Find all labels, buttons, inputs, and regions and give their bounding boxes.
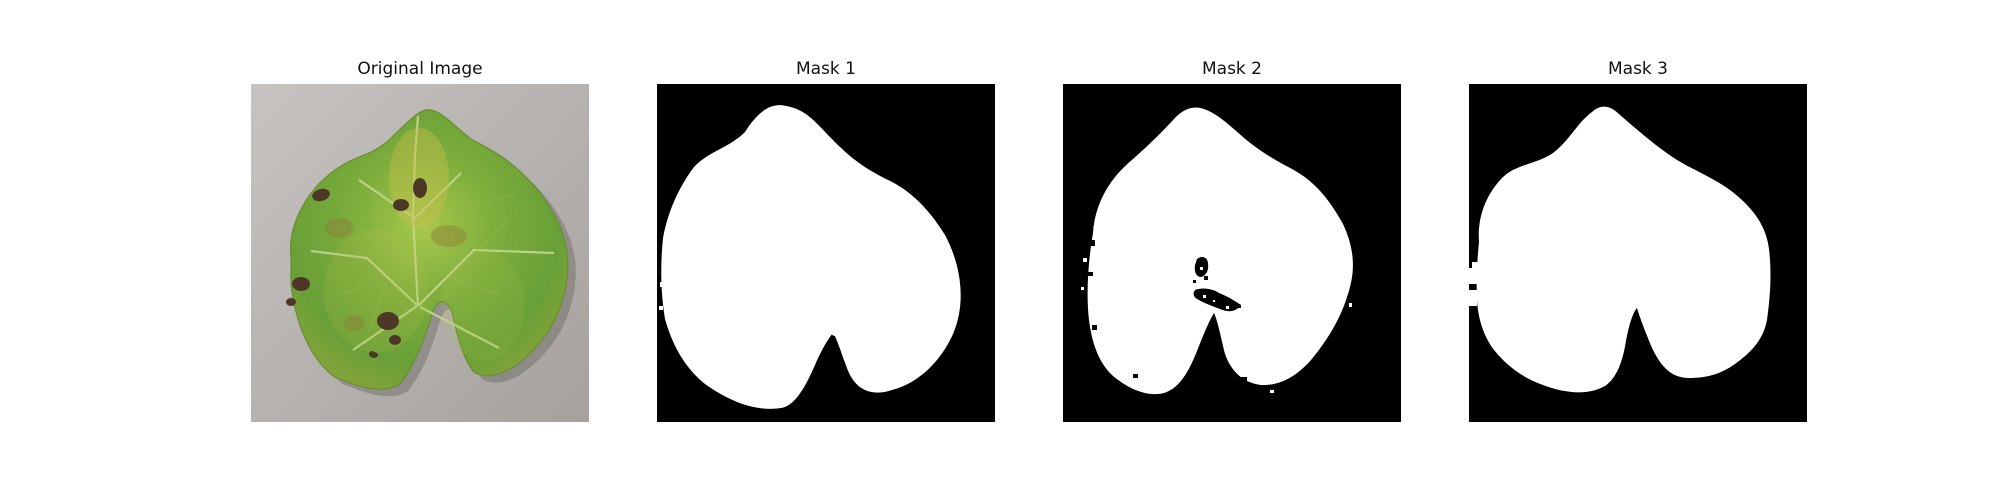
mask-2-image [1063, 84, 1401, 422]
mask-1-panel: Mask 1 [657, 56, 995, 422]
mask-1-image [657, 84, 995, 422]
mask-1-title: Mask 1 [795, 59, 856, 79]
mask-3-title: Mask 3 [1607, 59, 1668, 79]
original-image-title: Original Image [357, 59, 483, 79]
mask-2-panel: Mask 2 [1063, 56, 1401, 422]
mask-3-panel: Mask 3 [1469, 56, 1807, 422]
mask-3-image [1469, 84, 1807, 422]
original-leaf-image [251, 84, 589, 422]
original-image-panel: Original Image [251, 56, 589, 422]
mask-2-title: Mask 2 [1201, 59, 1262, 79]
